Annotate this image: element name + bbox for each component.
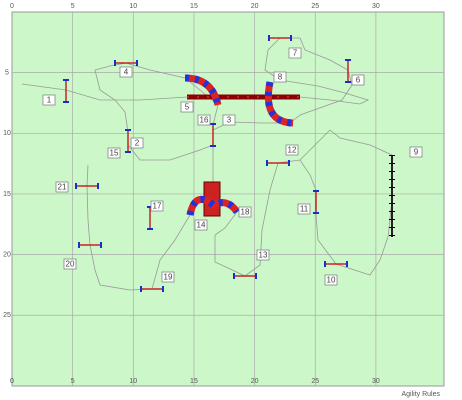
tunnel-stripes xyxy=(184,74,222,106)
jumps xyxy=(63,35,351,292)
obstacle-number: 15 xyxy=(110,149,119,158)
obstacle-number: 10 xyxy=(327,276,336,285)
x-tick-label: 5 xyxy=(71,378,75,385)
label-box xyxy=(197,114,211,126)
obstacle-number: 17 xyxy=(153,202,162,211)
x-tick-label: 0 xyxy=(10,378,14,385)
x-tick-label: 20 xyxy=(251,3,259,10)
label-box xyxy=(119,66,133,78)
field xyxy=(11,11,445,387)
label-box xyxy=(285,144,299,156)
obstacle-number: 7 xyxy=(293,49,298,58)
tunnel-stripes xyxy=(186,195,240,216)
obstacle-number: 21 xyxy=(58,183,67,192)
dog-path xyxy=(21,37,393,277)
x-tick-label: 0 xyxy=(10,3,14,10)
label-box xyxy=(238,206,252,218)
obstacle-number: 18 xyxy=(241,208,250,217)
obstacle-number: 13 xyxy=(259,251,268,260)
label-box xyxy=(409,146,423,158)
label-box xyxy=(297,203,311,215)
dog-path xyxy=(86,164,191,291)
label-box xyxy=(161,271,175,283)
watermark: Agility Rules xyxy=(401,391,440,398)
y-tick-label: 20 xyxy=(3,251,11,258)
x-tick-label: 15 xyxy=(190,378,198,385)
obstacle-number: 4 xyxy=(124,68,129,77)
label-box xyxy=(351,74,365,86)
label-box xyxy=(194,219,208,231)
y-tick-label: 15 xyxy=(3,191,11,198)
obstacle-number: 2 xyxy=(135,139,140,148)
obstacle-number: 6 xyxy=(356,76,361,85)
obstacle-number: 12 xyxy=(288,146,297,155)
obstacle-number: 20 xyxy=(66,260,75,269)
obstacle-number: 19 xyxy=(164,273,173,282)
label-box xyxy=(42,94,56,106)
label-box xyxy=(130,137,144,149)
x-tick-label: 5 xyxy=(71,3,75,10)
y-tick-label: 10 xyxy=(3,130,11,137)
label-box xyxy=(222,114,236,126)
x-tick-label: 15 xyxy=(190,3,198,10)
obstacle-number: 14 xyxy=(197,221,206,230)
obstacle-number: 5 xyxy=(185,103,190,112)
x-tick-label: 25 xyxy=(311,378,319,385)
x-tick-label: 10 xyxy=(129,378,137,385)
y-tick-label: 25 xyxy=(3,312,11,319)
label-box xyxy=(324,274,338,286)
obstacle-number: 11 xyxy=(300,205,309,214)
obstacle-number: 16 xyxy=(200,116,209,125)
label-box xyxy=(288,47,302,59)
x-tick-label: 30 xyxy=(372,3,380,10)
x-tick-label: 10 xyxy=(129,3,137,10)
label-box xyxy=(107,147,121,159)
obstacle-number: 3 xyxy=(227,116,232,125)
x-tick-label: 30 xyxy=(372,378,380,385)
tunnel-stripes xyxy=(264,81,294,127)
label-box xyxy=(273,71,287,83)
y-tick-label: 5 xyxy=(5,69,9,76)
label-box xyxy=(180,101,194,113)
tunnels xyxy=(184,74,294,216)
label-box xyxy=(63,258,77,270)
label-box xyxy=(150,200,164,212)
label-box xyxy=(256,249,270,261)
x-tick-label: 25 xyxy=(311,3,319,10)
obstacle-number: 1 xyxy=(47,96,52,105)
x-tick-label: 20 xyxy=(251,378,259,385)
obstacle-number: 9 xyxy=(414,148,419,157)
obstacle-number: 8 xyxy=(278,73,283,82)
label-box xyxy=(55,181,69,193)
